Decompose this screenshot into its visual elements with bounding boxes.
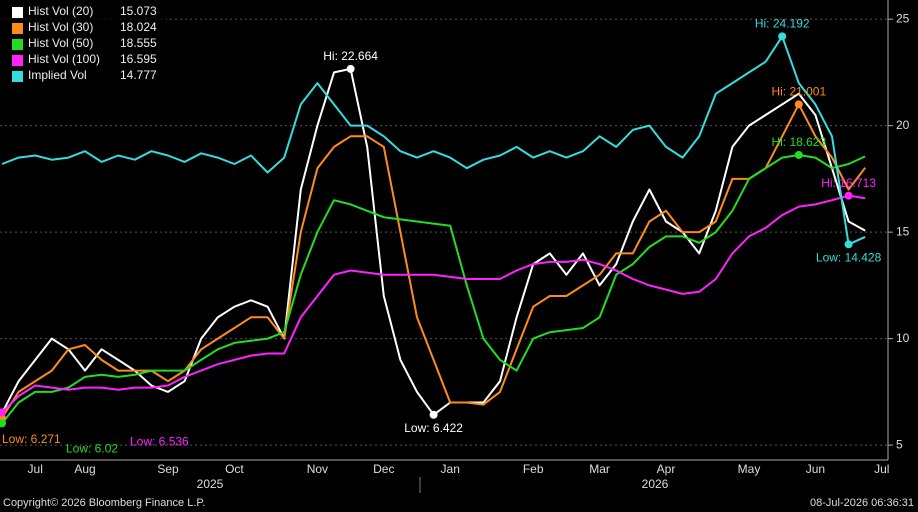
series-line bbox=[1, 67, 866, 416]
y-tick-label: 20 bbox=[896, 118, 910, 132]
y-tick-label: 5 bbox=[896, 437, 903, 451]
hi-label: Hi: 21.001 bbox=[771, 85, 826, 99]
low-label: Low: 6.271 bbox=[2, 432, 61, 446]
x-tick-label: Dec bbox=[373, 462, 394, 476]
legend-box bbox=[0, 4, 166, 90]
hi-label: Hi: 24.192 bbox=[755, 17, 810, 31]
legend-value: 18.024 bbox=[120, 20, 157, 34]
x-tick-label: Nov bbox=[307, 462, 328, 476]
legend-value: 15.073 bbox=[120, 4, 157, 18]
low-point bbox=[0, 408, 6, 417]
low-label: Low: 14.428 bbox=[816, 250, 882, 264]
legend: Hist Vol (20) 15.073 Hist Vol (30) 18.024 Hi… bbox=[0, 4, 166, 90]
low-point bbox=[0, 419, 6, 428]
hi-point bbox=[844, 191, 853, 200]
y-tick-label: 25 bbox=[896, 11, 910, 25]
low-point bbox=[844, 240, 853, 249]
legend-label: Implied Vol bbox=[28, 68, 87, 82]
year-label: 2025 bbox=[197, 477, 224, 491]
x-tick-label: Mar bbox=[589, 462, 610, 476]
legend-swatch bbox=[12, 23, 23, 34]
legend-label: Hist Vol (30) bbox=[28, 20, 93, 34]
hi-point bbox=[794, 100, 803, 109]
x-tick-label: Jul bbox=[874, 462, 889, 476]
hi-point bbox=[778, 32, 787, 41]
legend-value: 14.777 bbox=[120, 68, 157, 82]
x-tick-label: Sep bbox=[157, 462, 179, 476]
series-line bbox=[1, 194, 866, 414]
low-label: Low: 6.02 bbox=[66, 442, 118, 456]
hi-label: Hi: 22.664 bbox=[323, 49, 378, 63]
timestamp: 08-Jul-2026 06:36:31 bbox=[810, 497, 914, 509]
hi-point bbox=[346, 64, 355, 73]
legend-label: Hist Vol (100) bbox=[28, 52, 100, 66]
legend-label: Hist Vol (20) bbox=[28, 4, 93, 18]
legend-swatch bbox=[12, 55, 23, 66]
x-tick-label: Jan bbox=[441, 462, 460, 476]
legend-value: 16.595 bbox=[120, 52, 157, 66]
series-line bbox=[1, 35, 866, 246]
x-tick-label: Apr bbox=[657, 462, 676, 476]
x-tick-label: Feb bbox=[523, 462, 544, 476]
hi-label: Hi: 16.713 bbox=[821, 176, 876, 190]
low-point bbox=[429, 410, 438, 419]
series-line bbox=[1, 154, 866, 425]
copyright: Copyright© 2026 Bloomberg Finance L.P. bbox=[3, 497, 205, 509]
legend-swatch bbox=[12, 7, 23, 18]
year-label: 2026 bbox=[642, 477, 669, 491]
legend-swatch bbox=[12, 39, 23, 50]
y-tick-label: 15 bbox=[896, 224, 910, 238]
hi-point bbox=[794, 150, 803, 159]
low-label: Low: 6.422 bbox=[404, 421, 463, 435]
x-tick-label: Oct bbox=[225, 462, 244, 476]
x-tick-label: May bbox=[738, 462, 761, 476]
x-tick-label: Aug bbox=[74, 462, 95, 476]
legend-value: 18.555 bbox=[120, 36, 157, 50]
low-label: Low: 6.536 bbox=[130, 435, 189, 449]
legend-swatch bbox=[12, 71, 23, 82]
hi-label: Hi: 18.623 bbox=[771, 135, 826, 149]
x-tick-label: Jul bbox=[28, 462, 43, 476]
x-tick-label: Jun bbox=[806, 462, 825, 476]
y-tick-label: 10 bbox=[896, 331, 910, 345]
series-line bbox=[1, 103, 866, 419]
legend-label: Hist Vol (50) bbox=[28, 36, 93, 50]
